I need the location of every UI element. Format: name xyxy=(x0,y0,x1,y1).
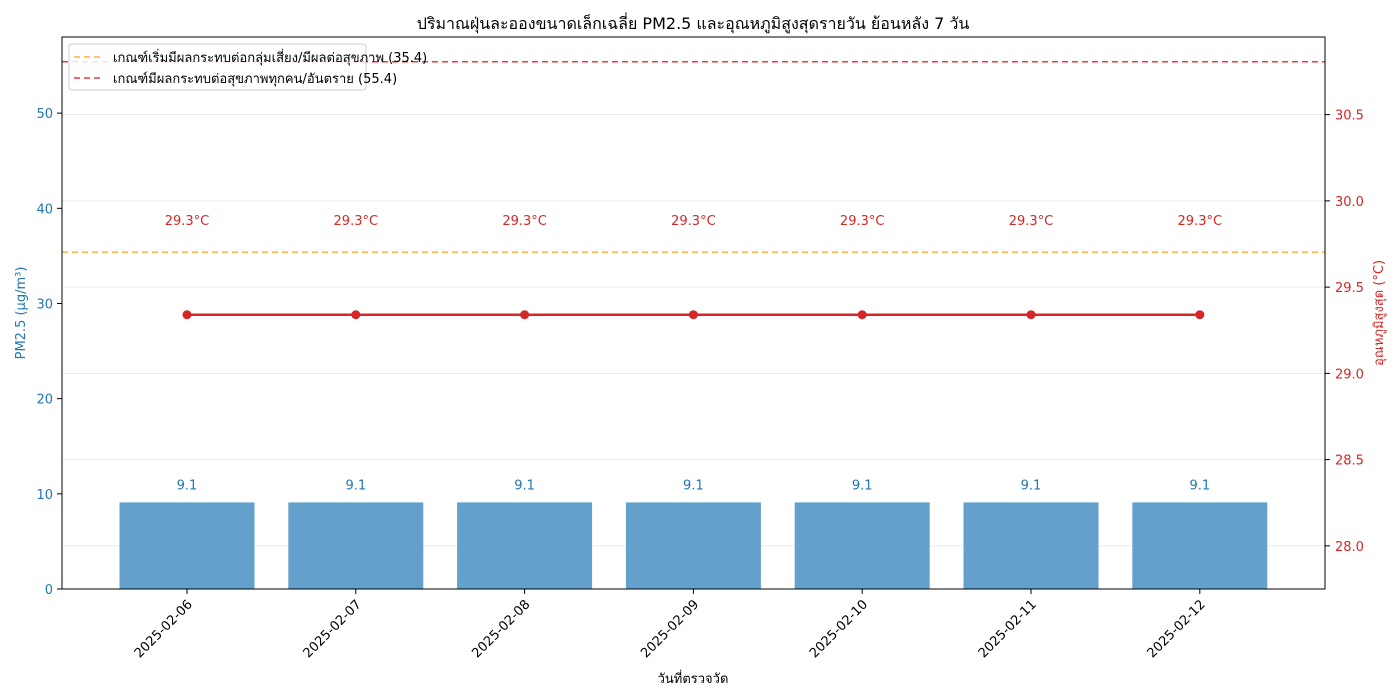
bar xyxy=(457,502,593,589)
chart-title: ปริมาณฝุ่นละอองขนาดเล็กเฉลี่ย PM2.5 และอ… xyxy=(417,12,970,34)
bar-value-label: 9.1 xyxy=(177,478,198,493)
bar xyxy=(1132,502,1268,589)
data-labels: 9.1 9.1 9.1 9.1 9.1 9.1 9.1 29.3°C 29.3°C 29.3°C 2… xyxy=(165,214,1222,493)
legend-box xyxy=(68,43,367,91)
y-right-tick-label: 30.0 xyxy=(1335,195,1364,210)
gridlines xyxy=(62,114,1325,547)
legend: เกณฑ์เริ่มมีผลกระทบต่อกลุ่มเสี่ยง/มีผลต่… xyxy=(68,43,427,91)
temperature-point xyxy=(857,310,867,320)
legend-label-danger: เกณฑ์มีผลกระทบต่อสุขภาพทุกคน/อันตราย (55… xyxy=(113,71,397,87)
y-axis-left-label: PM2.5 (µg/m³) xyxy=(14,267,29,360)
x-tick-label: 2025-02-09 xyxy=(638,597,702,661)
y-right-tick-label: 29.0 xyxy=(1335,367,1364,382)
temperature-value-label: 29.3°C xyxy=(840,214,885,229)
bar-value-label: 9.1 xyxy=(852,478,873,493)
y-left-tick-label: 40 xyxy=(36,202,53,217)
y-right-tick-label: 28.5 xyxy=(1335,454,1364,469)
bar xyxy=(794,502,930,589)
x-tick-label: 2025-02-10 xyxy=(807,597,871,661)
x-tick-label: 2025-02-11 xyxy=(976,597,1040,661)
temperature-point xyxy=(351,310,361,320)
bar-value-label: 9.1 xyxy=(683,478,704,493)
bar-value-label: 9.1 xyxy=(1189,478,1210,493)
temperature-value-label: 29.3°C xyxy=(1178,214,1223,229)
x-axis: 2025-02-06 2025-02-07 2025-02-08 2025-02-09… xyxy=(132,589,1209,661)
legend-label-warning: เกณฑ์เริ่มมีผลกระทบต่อกลุ่มเสี่ยง/มีผลต่… xyxy=(113,49,427,66)
bar xyxy=(625,502,761,589)
temperature-point xyxy=(1026,310,1036,320)
y-left-tick-label: 20 xyxy=(36,393,53,408)
temperature-point xyxy=(688,310,698,320)
y-left-tick-label: 0 xyxy=(45,583,53,598)
bar-value-label: 9.1 xyxy=(345,478,366,493)
temperature-value-label: 29.3°C xyxy=(165,214,210,229)
line-series xyxy=(182,310,1205,320)
temperature-point xyxy=(520,310,530,320)
x-tick-label: 2025-02-12 xyxy=(1145,597,1209,661)
x-axis-label: วันที่ตรวจวัด xyxy=(658,670,729,687)
y-left-tick-label: 50 xyxy=(36,107,53,122)
y-axis-right: 28.0 28.5 29.0 29.5 30.0 30.5 xyxy=(1325,109,1364,555)
bar xyxy=(119,502,255,589)
temperature-point xyxy=(182,310,192,320)
bar xyxy=(288,502,424,589)
bar-series xyxy=(119,502,1268,589)
y-right-tick-label: 29.5 xyxy=(1335,281,1364,296)
x-tick-label: 2025-02-07 xyxy=(301,597,365,661)
y-left-tick-label: 10 xyxy=(36,488,53,503)
x-tick-label: 2025-02-06 xyxy=(132,597,196,661)
temperature-value-label: 29.3°C xyxy=(334,214,379,229)
temperature-point xyxy=(1195,310,1205,320)
y-axis-right-label: อุณหภูมิสูงสุด (°C) xyxy=(1372,260,1387,366)
y-right-tick-label: 28.0 xyxy=(1335,540,1364,555)
temperature-value-label: 29.3°C xyxy=(502,214,547,229)
y-axis-left: 0 10 20 30 40 50 xyxy=(36,107,62,598)
temperature-value-label: 29.3°C xyxy=(671,214,716,229)
bar-value-label: 9.1 xyxy=(514,478,535,493)
y-right-tick-label: 30.5 xyxy=(1335,109,1364,124)
bar xyxy=(963,502,1099,589)
bar-value-label: 9.1 xyxy=(1021,478,1042,493)
temperature-value-label: 29.3°C xyxy=(1009,214,1054,229)
x-tick-label: 2025-02-08 xyxy=(469,597,533,661)
y-left-tick-label: 30 xyxy=(36,297,53,312)
